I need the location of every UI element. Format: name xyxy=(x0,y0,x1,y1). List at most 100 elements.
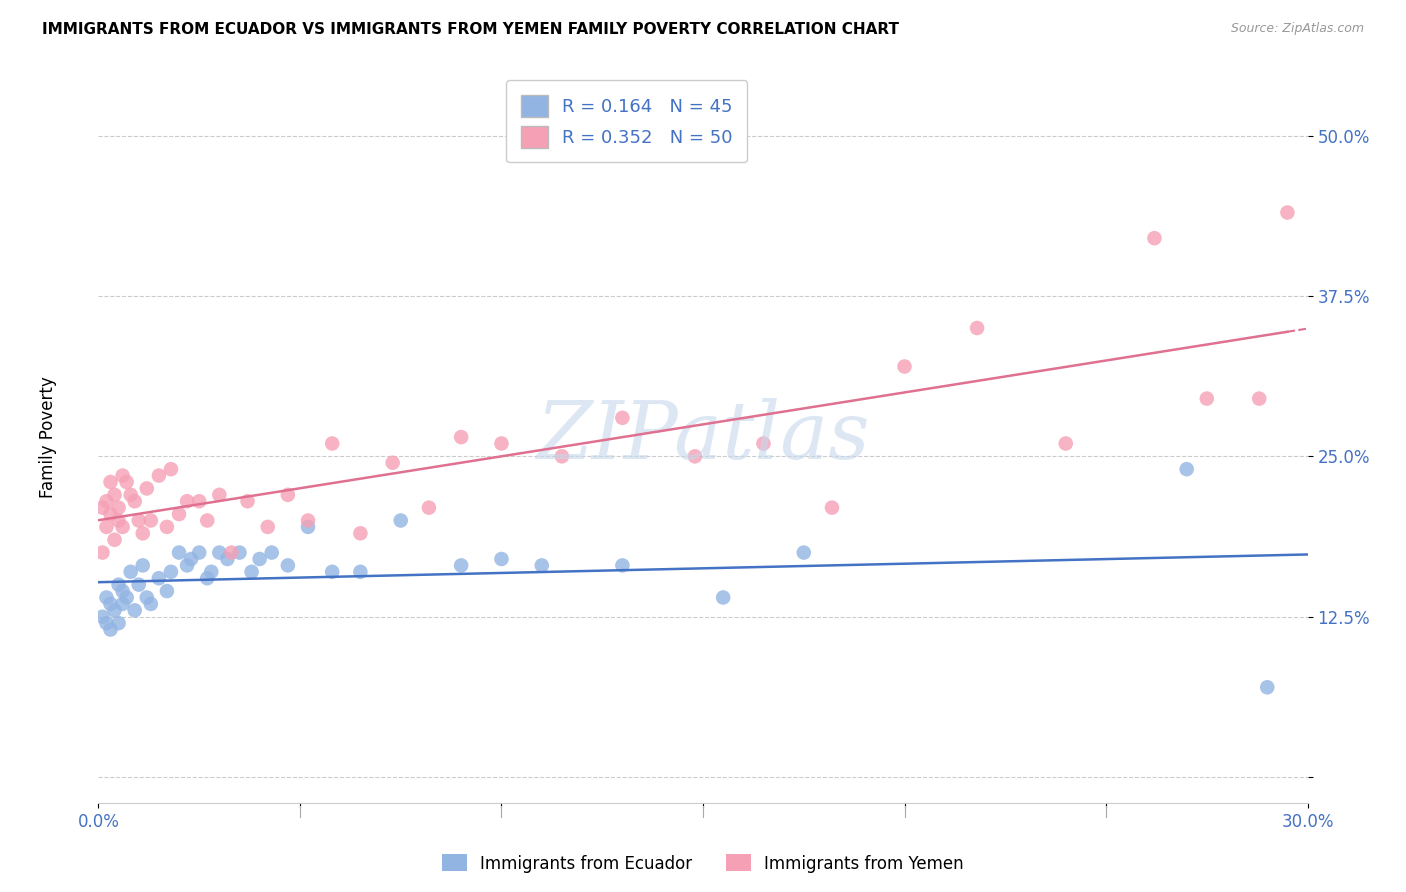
Point xyxy=(111,520,134,534)
Point xyxy=(156,520,179,534)
Point xyxy=(491,552,513,566)
Point xyxy=(195,514,218,528)
Point xyxy=(107,616,129,631)
Point xyxy=(551,450,574,464)
Point xyxy=(381,456,404,470)
Point xyxy=(96,591,118,605)
Point xyxy=(148,571,170,585)
Point xyxy=(793,545,815,559)
Point xyxy=(176,558,198,573)
Point xyxy=(180,552,202,566)
Point xyxy=(1143,231,1166,245)
Point xyxy=(111,468,134,483)
Point xyxy=(450,558,472,573)
Point xyxy=(1054,436,1077,450)
Text: IMMIGRANTS FROM ECUADOR VS IMMIGRANTS FROM YEMEN FAMILY POVERTY CORRELATION CHAR: IMMIGRANTS FROM ECUADOR VS IMMIGRANTS FR… xyxy=(42,22,900,37)
Point xyxy=(91,500,114,515)
Point xyxy=(167,545,190,559)
Point xyxy=(160,565,183,579)
Text: Source: ZipAtlas.com: Source: ZipAtlas.com xyxy=(1230,22,1364,36)
Point xyxy=(111,597,134,611)
Point xyxy=(91,609,114,624)
Point xyxy=(389,514,412,528)
Point xyxy=(107,577,129,591)
Point xyxy=(1195,392,1218,406)
Point xyxy=(195,571,218,585)
Point xyxy=(103,533,125,547)
Point xyxy=(228,545,250,559)
Point xyxy=(208,545,231,559)
Point xyxy=(349,526,371,541)
Point xyxy=(321,565,343,579)
Point xyxy=(96,616,118,631)
Point xyxy=(103,488,125,502)
Point xyxy=(188,545,211,559)
Point xyxy=(160,462,183,476)
Point xyxy=(91,545,114,559)
Point xyxy=(1175,462,1198,476)
Point xyxy=(260,545,283,559)
Point xyxy=(277,558,299,573)
Point xyxy=(1249,392,1271,406)
Point xyxy=(221,545,243,559)
Point xyxy=(128,577,150,591)
Point xyxy=(96,494,118,508)
Point xyxy=(612,410,634,425)
Point xyxy=(176,494,198,508)
Point xyxy=(256,520,278,534)
Point xyxy=(821,500,844,515)
Point xyxy=(966,321,988,335)
Point xyxy=(752,436,775,450)
Point xyxy=(139,514,162,528)
Point xyxy=(1256,681,1278,695)
Point xyxy=(100,597,122,611)
Point xyxy=(297,520,319,534)
Point xyxy=(450,430,472,444)
Point xyxy=(115,475,138,489)
Point xyxy=(132,558,155,573)
Y-axis label: Family Poverty: Family Poverty xyxy=(39,376,56,498)
Point xyxy=(893,359,915,374)
Point xyxy=(217,552,239,566)
Point xyxy=(612,558,634,573)
Point xyxy=(349,565,371,579)
Point xyxy=(167,507,190,521)
Point xyxy=(711,591,734,605)
Point xyxy=(208,488,231,502)
Point xyxy=(107,514,129,528)
Point xyxy=(132,526,155,541)
Point xyxy=(100,475,122,489)
Point xyxy=(200,565,222,579)
Point xyxy=(120,565,142,579)
Point xyxy=(139,597,162,611)
Point xyxy=(100,623,122,637)
Legend: Immigrants from Ecuador, Immigrants from Yemen: Immigrants from Ecuador, Immigrants from… xyxy=(436,847,970,880)
Legend: R = 0.164   N = 45, R = 0.352   N = 50: R = 0.164 N = 45, R = 0.352 N = 50 xyxy=(506,80,748,162)
Point xyxy=(100,507,122,521)
Point xyxy=(188,494,211,508)
Point xyxy=(96,520,118,534)
Text: ZIPatlas: ZIPatlas xyxy=(536,399,870,475)
Point xyxy=(103,603,125,617)
Point xyxy=(491,436,513,450)
Point xyxy=(135,482,157,496)
Point xyxy=(277,488,299,502)
Point xyxy=(111,584,134,599)
Point xyxy=(530,558,553,573)
Point xyxy=(156,584,179,599)
Point xyxy=(124,603,146,617)
Point xyxy=(107,500,129,515)
Point xyxy=(1277,205,1299,219)
Point xyxy=(115,591,138,605)
Point xyxy=(297,514,319,528)
Point xyxy=(418,500,440,515)
Point xyxy=(148,468,170,483)
Point xyxy=(240,565,263,579)
Point xyxy=(135,591,157,605)
Point xyxy=(120,488,142,502)
Point xyxy=(236,494,259,508)
Point xyxy=(683,450,706,464)
Point xyxy=(321,436,343,450)
Point xyxy=(124,494,146,508)
Point xyxy=(249,552,271,566)
